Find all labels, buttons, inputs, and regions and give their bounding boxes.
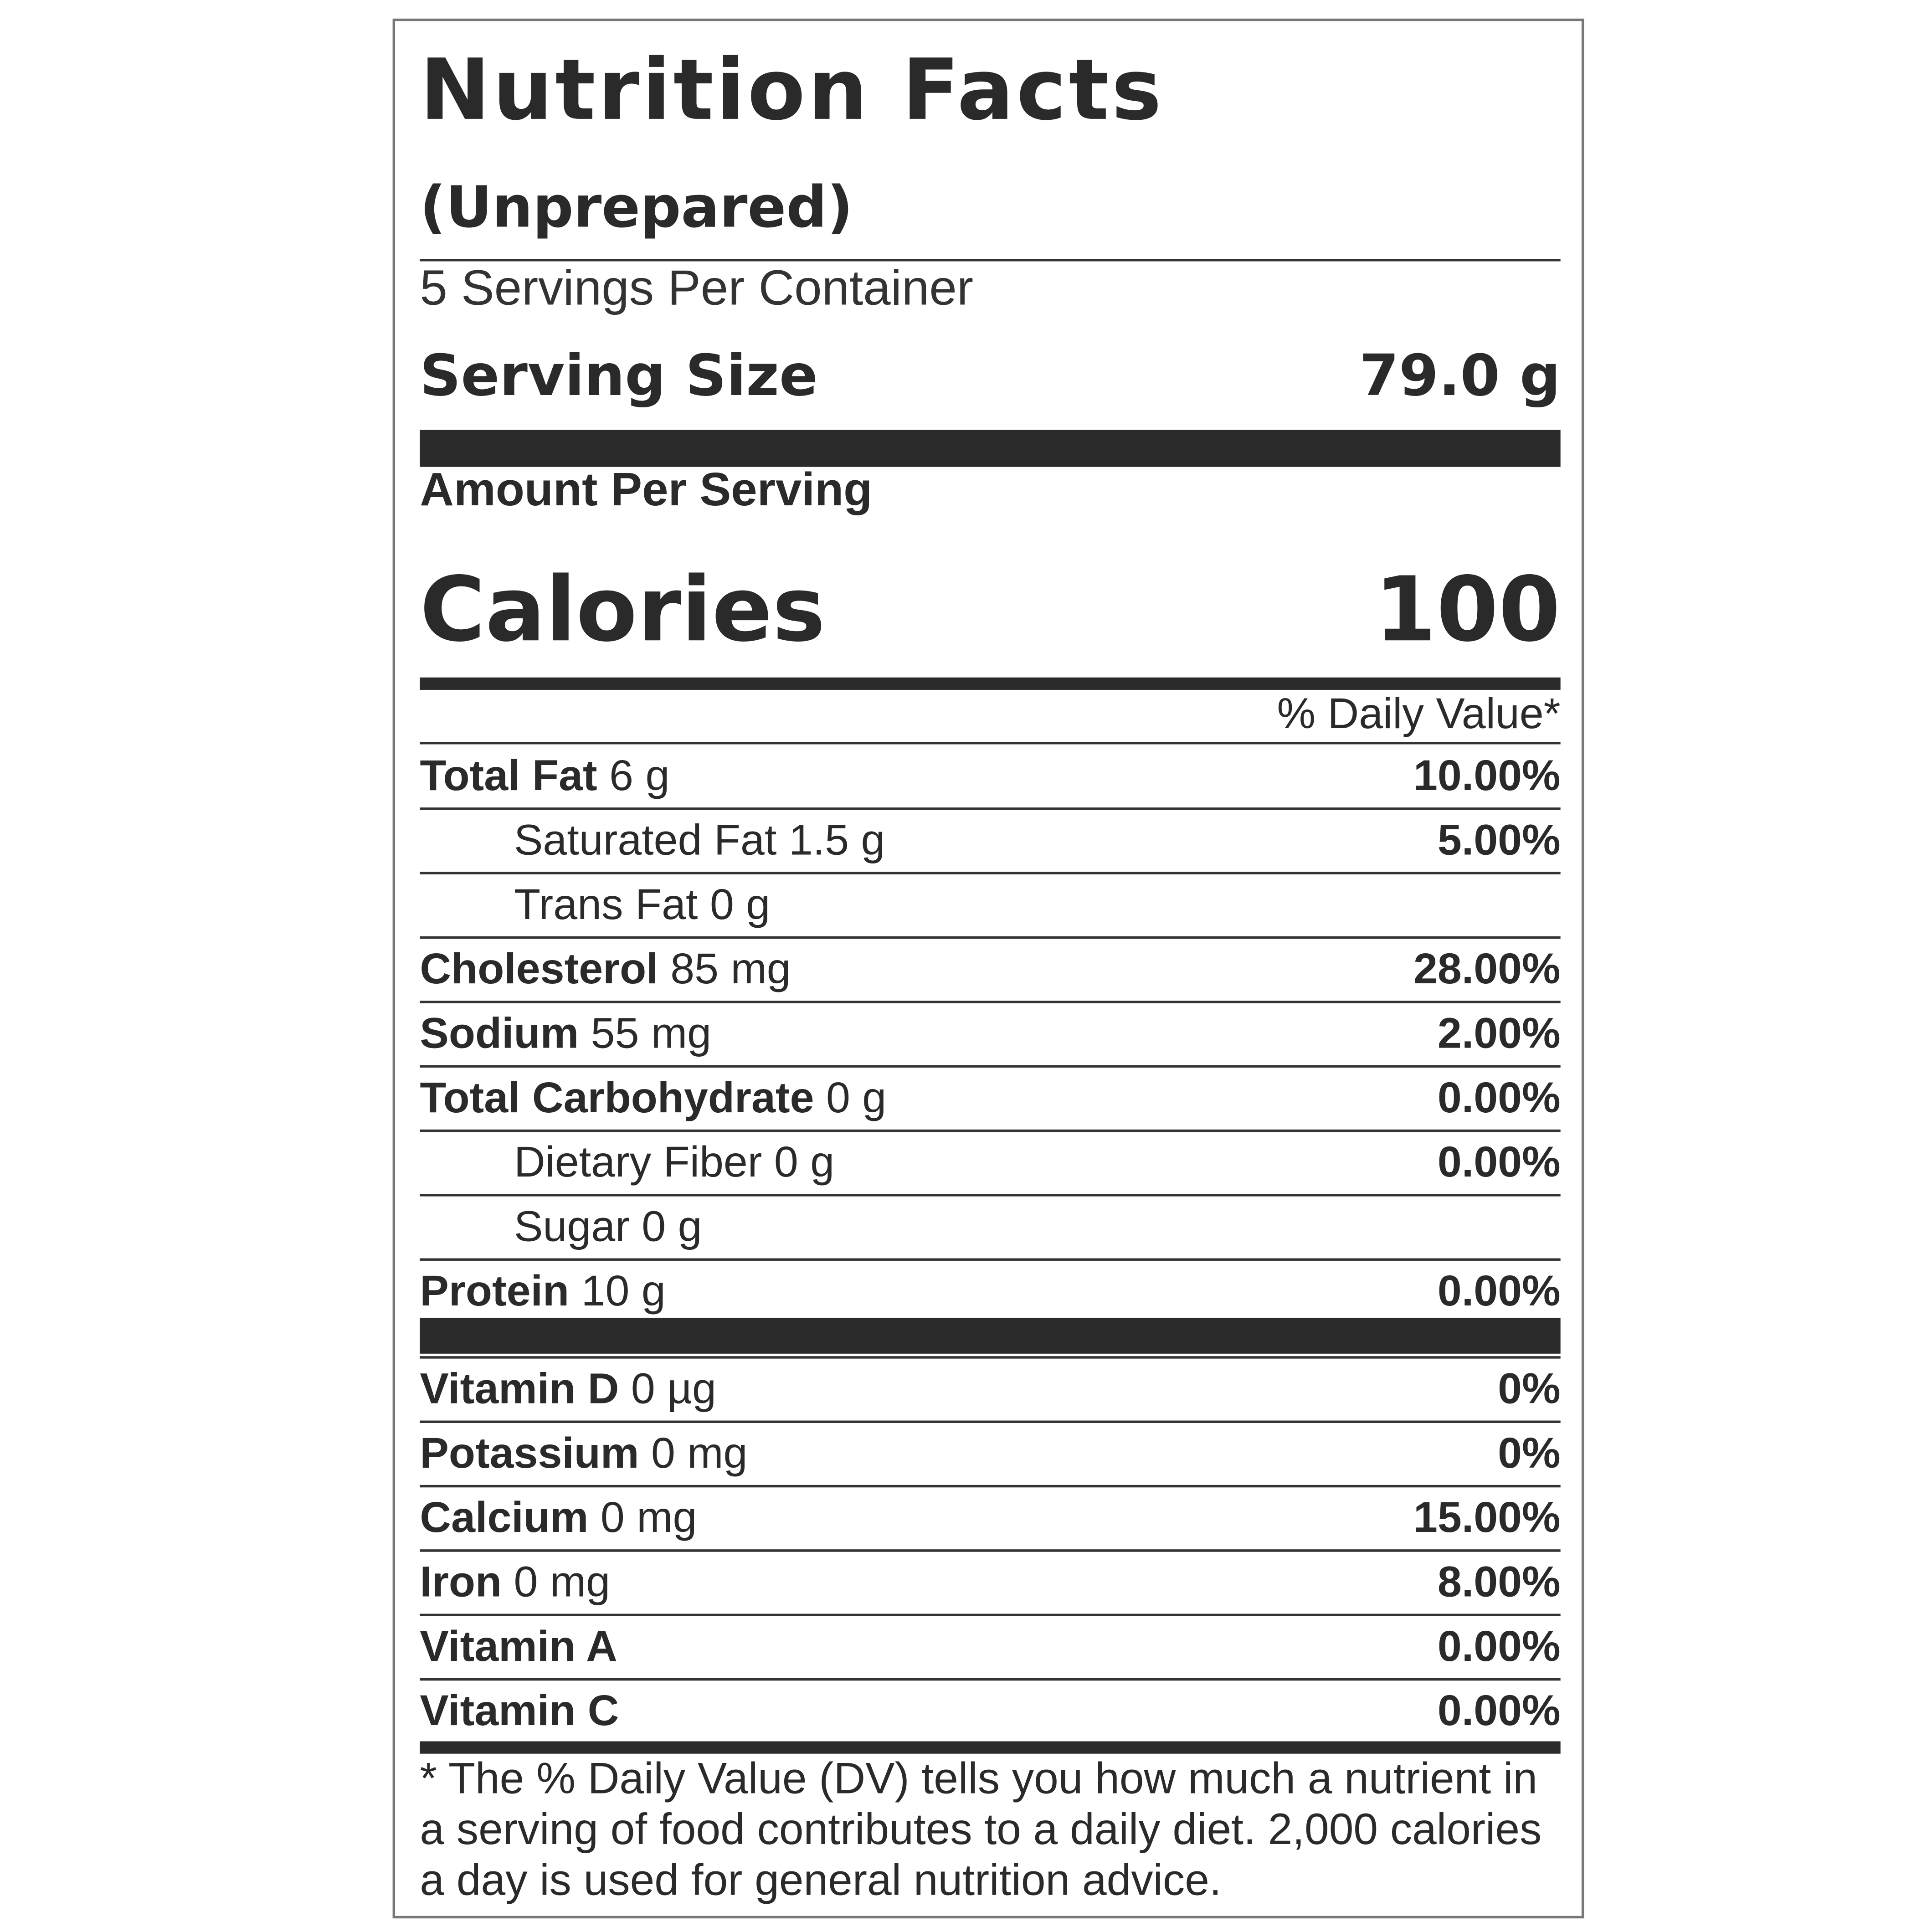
nutrient-name: Calcium <box>420 1493 589 1542</box>
nutrient-label: Saturated Fat 1.5 g <box>420 816 885 866</box>
nutrient-row: Sodium 55 mg 2.00% <box>420 1001 1561 1065</box>
footnote: * The % Daily Value (DV) tells you how m… <box>420 1753 1542 1905</box>
nutrient-name: Protein <box>420 1267 570 1315</box>
nutrient-row: Protein 10 g 0.00% <box>420 1258 1561 1322</box>
nutrient-label: Potassium 0 mg <box>420 1429 747 1479</box>
nutrient-label: Total Carbohydrate 0 g <box>420 1074 886 1124</box>
daily-value-percent: 0.00% <box>1437 1138 1561 1187</box>
nutrient-row: Total Carbohydrate 0 g 0.00% <box>420 1065 1561 1129</box>
nutrient-name: Dietary Fiber <box>514 1138 762 1187</box>
nutrient-name: Total Fat <box>420 751 597 800</box>
nutrient-row: Vitamin C 0.00% <box>420 1678 1561 1742</box>
divider <box>420 259 1561 262</box>
nutrient-label: Trans Fat 0 g <box>420 880 770 930</box>
servings-per-container: 5 Servings Per Container <box>420 261 974 316</box>
nutrient-row: Dietary Fiber 0 g 0.00% <box>420 1129 1561 1194</box>
nutrient-name: Sugar <box>514 1202 630 1251</box>
nutrient-label: Cholesterol 85 mg <box>420 945 791 995</box>
nutrient-label: Protein 10 g <box>420 1267 665 1317</box>
daily-value-percent: 2.00% <box>1437 1009 1561 1058</box>
nutrient-amount: 0 mg <box>600 1493 697 1542</box>
daily-value-percent: 0.00% <box>1437 1074 1561 1122</box>
nutrient-label: Iron 0 mg <box>420 1558 610 1608</box>
daily-value-percent: 0.00% <box>1437 1622 1561 1671</box>
nutrient-label: Sodium 55 mg <box>420 1009 711 1059</box>
nutrient-amount: 55 mg <box>591 1009 712 1058</box>
nutrient-row: Cholesterol 85 mg 28.00% <box>420 936 1561 1001</box>
nutrient-name: Total Carbohydrate <box>420 1074 814 1122</box>
daily-value-percent: 10.00% <box>1413 751 1561 800</box>
medium-divider <box>420 1741 1561 1754</box>
daily-value-percent: 28.00% <box>1413 945 1561 993</box>
calories-value: 100 <box>1374 557 1561 662</box>
nutrient-amount: 0 g <box>709 880 771 929</box>
nutrient-amount: 1.5 g <box>788 816 885 865</box>
nutrient-name: Cholesterol <box>420 945 658 993</box>
nutrient-name: Vitamin A <box>420 1622 617 1671</box>
daily-value-percent: 5.00% <box>1437 816 1561 865</box>
nutrient-label: Calcium 0 mg <box>420 1494 697 1543</box>
label-title: Nutrition Facts <box>420 42 1164 140</box>
daily-value-percent: 0.00% <box>1437 1686 1561 1735</box>
nutrient-name: Iron <box>420 1558 502 1607</box>
label-subtitle: (Unprepared) <box>420 173 853 241</box>
nutrient-row: Vitamin A 0.00% <box>420 1613 1561 1678</box>
nutrient-row: Iron 0 mg 8.00% <box>420 1549 1561 1613</box>
nutrient-name: Potassium <box>420 1429 639 1478</box>
nutrient-row: Vitamin D 0 µg 0% <box>420 1356 1561 1420</box>
daily-value-percent: 15.00% <box>1413 1493 1561 1542</box>
nutrient-list: Total Fat 6 g 10.00% Saturated Fat 1.5 g 5.… <box>420 742 1561 1323</box>
serving-size-value: 79.0 g <box>1359 342 1561 409</box>
amount-per-serving: Amount Per Serving <box>420 464 873 517</box>
serving-size-label: Serving Size <box>420 342 818 409</box>
nutrient-label: Vitamin C <box>420 1687 619 1737</box>
nutrient-label: Total Fat 6 g <box>420 751 669 801</box>
calories-row: Calories 100 <box>420 557 1560 661</box>
daily-value-percent: 0.00% <box>1437 1267 1561 1315</box>
daily-value-percent: 0% <box>1498 1429 1561 1478</box>
nutrient-label: Vitamin D 0 µg <box>420 1365 716 1414</box>
nutrient-name: Vitamin D <box>420 1365 619 1413</box>
nutrient-name: Sodium <box>420 1009 579 1058</box>
nutrient-row: Potassium 0 mg 0% <box>420 1420 1561 1485</box>
nutrient-amount: 10 g <box>581 1267 666 1315</box>
nutrient-amount: 0 mg <box>514 1558 611 1607</box>
nutrient-row: Saturated Fat 1.5 g 5.00% <box>420 807 1561 872</box>
calories-label: Calories <box>420 557 826 662</box>
nutrient-amount: 0 g <box>774 1138 835 1187</box>
thick-divider <box>420 1317 1561 1354</box>
nutrient-row: Sugar 0 g <box>420 1194 1561 1258</box>
nutrient-amount: 85 mg <box>670 945 791 993</box>
nutrient-row: Calcium 0 mg 15.00% <box>420 1485 1561 1549</box>
nutrient-label: Dietary Fiber 0 g <box>420 1138 834 1188</box>
nutrient-amount: 6 g <box>609 751 670 800</box>
nutrient-amount: 0 g <box>826 1074 887 1122</box>
nutrient-name: Vitamin C <box>420 1686 619 1735</box>
nutrient-row: Trans Fat 0 g <box>420 872 1561 936</box>
nutrient-label: Sugar 0 g <box>420 1202 702 1252</box>
nutrient-row: Total Fat 6 g 10.00% <box>420 742 1561 807</box>
nutrient-amount: 0 mg <box>651 1429 748 1478</box>
nutrient-label: Vitamin A <box>420 1623 617 1672</box>
daily-value-header: % Daily Value* <box>1277 689 1561 738</box>
serving-size-row: Serving Size 79.0 g <box>420 342 1560 409</box>
daily-value-percent: 8.00% <box>1437 1558 1561 1607</box>
daily-value-percent: 0% <box>1498 1365 1561 1413</box>
label-border <box>392 18 1584 1919</box>
vitamin-list: Vitamin D 0 µg 0% Potassium 0 mg 0% Calcium … <box>420 1356 1561 1742</box>
thick-divider <box>420 430 1561 467</box>
nutrient-name: Saturated Fat <box>514 816 777 865</box>
nutrient-name: Trans Fat <box>514 880 698 929</box>
nutrient-amount: 0 g <box>642 1202 702 1251</box>
medium-divider <box>420 677 1561 690</box>
nutrient-amount: 0 µg <box>631 1365 716 1413</box>
